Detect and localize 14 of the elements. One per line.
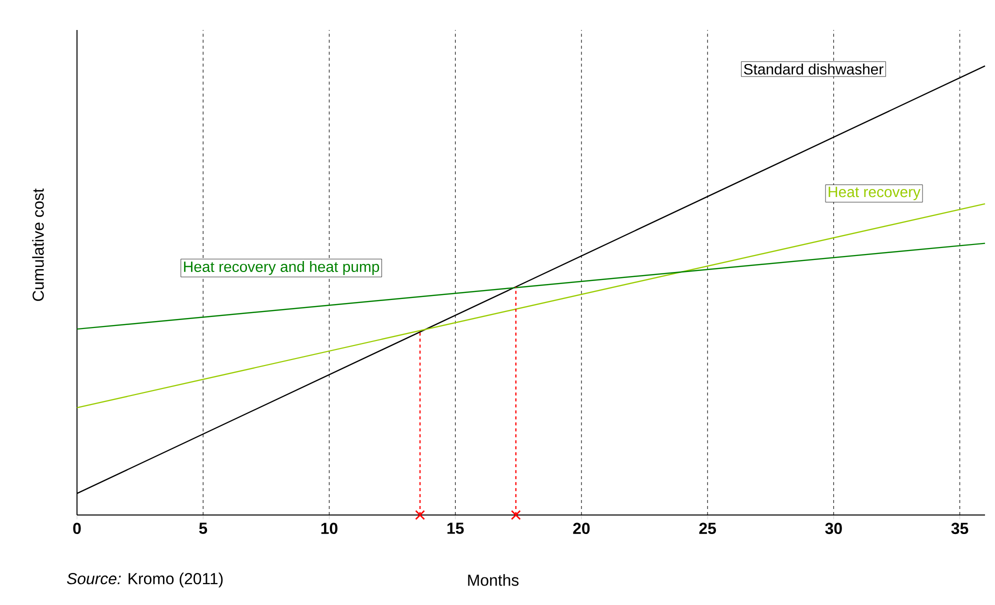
x-tick-label: 0: [73, 522, 81, 534]
text: Standard dishwasher: [744, 64, 884, 75]
x-tick-label: 15: [447, 522, 464, 534]
series-label: Heat recovery and heat pump: [184, 261, 380, 275]
series-label: Heat recovery: [828, 186, 920, 200]
x-tick-label: 10: [321, 522, 338, 534]
x-tick-label: 25: [699, 522, 716, 534]
x-tick-label: 35: [951, 522, 968, 534]
x-tick-label: 5: [199, 522, 208, 534]
text: Source: Kromo (2011): [66, 572, 223, 588]
y-axis-title: Cumulative cost: [32, 188, 44, 301]
x-tick-label: 20: [573, 522, 590, 534]
x-axis-title: Months: [468, 574, 519, 586]
x-tick-label: 30: [825, 522, 842, 534]
